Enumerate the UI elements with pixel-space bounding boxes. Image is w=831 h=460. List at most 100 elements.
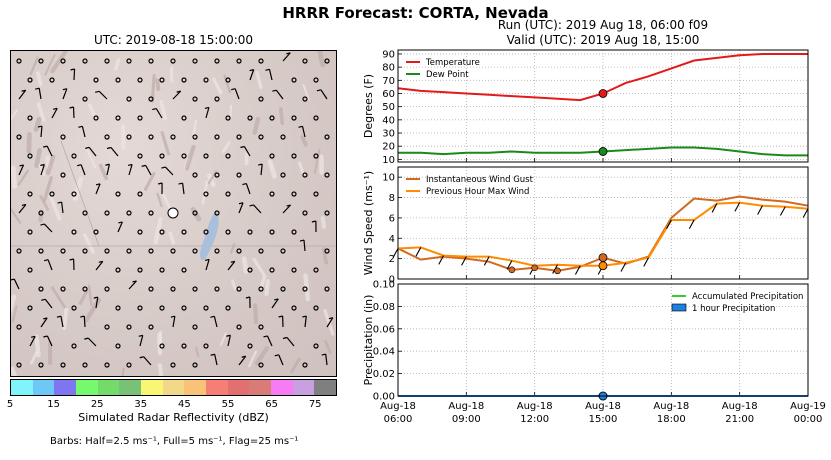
calm-wind-marker — [137, 115, 143, 121]
calm-wind-marker — [269, 267, 275, 273]
wind-barb — [238, 202, 244, 214]
wind-barb-flag — [249, 69, 254, 72]
colorbar-tick-label: 35 — [134, 399, 148, 410]
terrain-ridge — [231, 279, 237, 291]
y-tick-label: 2 — [389, 254, 395, 265]
calm-wind-marker — [324, 210, 330, 216]
wind-barb-flag — [31, 335, 36, 338]
wind-barb-flag — [35, 87, 40, 90]
wind-barb — [214, 354, 218, 366]
wind-barb — [40, 317, 48, 328]
calm-wind-marker — [181, 77, 187, 83]
colorbar-swatch — [162, 380, 185, 395]
wind-barb — [688, 219, 695, 229]
wind-barb-flag — [141, 164, 146, 167]
wind-barb-flag — [98, 260, 103, 263]
wind-barb-flag — [299, 239, 305, 242]
wind-barb — [245, 183, 251, 195]
terrain-ridge — [264, 278, 270, 296]
wind-barb-flag — [245, 296, 251, 299]
terrain-ridge — [34, 147, 43, 168]
calm-wind-marker — [302, 362, 308, 368]
wind-barb — [238, 355, 247, 366]
wind-barb-flag — [41, 298, 46, 301]
wind-barb — [40, 125, 43, 138]
wind-barb-flag — [62, 88, 68, 91]
terrain-ridge — [11, 294, 17, 314]
legend: Instantaneous Wind Gust Previous Hour Max… — [406, 175, 534, 197]
calm-wind-marker — [148, 58, 154, 64]
calm-wind-marker — [159, 343, 165, 349]
colorbar-swatch — [97, 380, 120, 395]
terrain-ridge — [184, 144, 196, 171]
terrain-ridge — [223, 74, 232, 94]
colorbar-swatch — [271, 380, 293, 395]
calm-wind-marker — [82, 58, 88, 64]
calm-wind-marker — [324, 248, 330, 254]
data-point — [508, 266, 516, 274]
terrain-ridge — [30, 350, 39, 365]
current-time-marker — [598, 147, 608, 156]
colorbar-swatch — [11, 380, 33, 395]
colorbar-tick-label: 5 — [6, 399, 14, 410]
legend-swatch — [671, 303, 687, 312]
terrain-ridge — [317, 51, 326, 68]
calm-wind-marker — [49, 77, 55, 83]
terrain-ridge — [48, 193, 62, 221]
y-tick-label: 70 — [382, 76, 395, 87]
terrain-ridge — [313, 148, 321, 175]
calm-wind-marker — [27, 115, 33, 121]
wind-barb — [802, 208, 809, 218]
calm-wind-marker — [148, 248, 154, 254]
calm-wind-marker — [258, 134, 264, 140]
y-tick-label: 4 — [389, 234, 395, 245]
calm-wind-marker — [269, 191, 275, 197]
wind-barb — [13, 278, 20, 290]
calm-wind-marker — [214, 58, 220, 64]
colorbar-label: Simulated Radar Reflectivity (dBZ) — [78, 411, 269, 424]
wind-barb — [98, 90, 108, 100]
terrain-ridge — [11, 165, 18, 189]
x-tick-label: 00:00 — [794, 414, 823, 425]
calm-wind-marker — [27, 191, 33, 197]
terrain-ridge — [255, 70, 263, 89]
station-plots — [11, 52, 334, 368]
calm-wind-marker — [313, 191, 319, 197]
barb-legend-note: Barbs: Half=2.5 ms⁻¹, Full=5 ms⁻¹, Flag=… — [50, 436, 299, 447]
calm-wind-marker — [225, 305, 231, 311]
terrain-ridge — [50, 51, 68, 74]
calm-wind-marker — [170, 362, 176, 368]
wind-barb-flag — [21, 203, 27, 207]
calm-wind-marker — [126, 324, 132, 330]
calm-wind-marker — [324, 172, 330, 178]
wind-barb — [18, 89, 27, 100]
plot-frame — [397, 283, 809, 397]
wind-barb-flag — [282, 336, 288, 340]
colorbar-swatch — [206, 380, 228, 395]
wind-barb — [29, 336, 36, 347]
calm-wind-marker — [291, 153, 297, 159]
calm-wind-marker — [247, 267, 253, 273]
terrain-ridge — [324, 339, 332, 355]
wind-barb-flag — [161, 166, 166, 169]
calm-wind-marker — [192, 134, 198, 140]
terrain-ridge — [298, 161, 305, 177]
x-tick-label: 15:00 — [589, 414, 618, 425]
calm-wind-marker — [104, 58, 110, 64]
terrain-ridge — [11, 366, 17, 376]
calm-wind-marker — [280, 286, 286, 292]
calm-wind-marker — [214, 210, 220, 216]
terrain-ridge — [84, 146, 97, 169]
terrain-ridge — [11, 208, 22, 224]
wind-barb — [95, 183, 101, 195]
wind-barb — [38, 88, 42, 100]
calm-wind-marker — [148, 96, 154, 102]
calm-wind-marker — [16, 324, 22, 330]
wind-barb — [234, 88, 240, 100]
calm-wind-marker — [148, 134, 154, 140]
figure-title: HRRR Forecast: CORTA, Nevada — [282, 4, 549, 22]
calm-wind-marker — [93, 77, 99, 83]
wind-barb-flag — [40, 223, 45, 226]
calm-wind-marker — [148, 324, 154, 330]
wind-barb-flag — [53, 107, 58, 110]
